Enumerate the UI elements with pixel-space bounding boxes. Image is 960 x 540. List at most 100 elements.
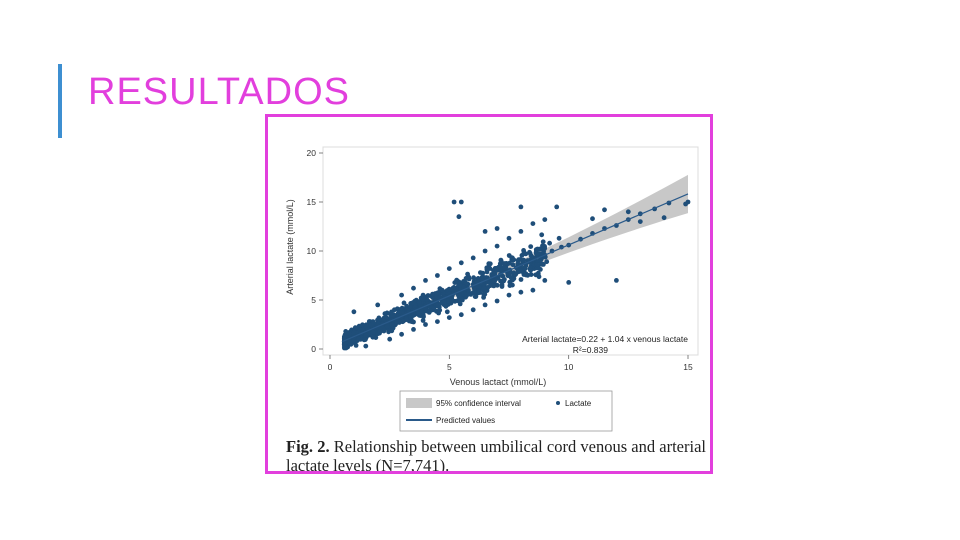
data-point	[458, 260, 464, 266]
data-point	[360, 322, 365, 328]
data-point	[356, 336, 361, 342]
data-point	[528, 267, 533, 273]
data-point	[590, 216, 595, 222]
data-point	[525, 272, 531, 278]
data-point	[435, 302, 440, 308]
data-point	[494, 243, 500, 249]
data-point	[494, 276, 500, 281]
data-point	[683, 201, 688, 207]
data-point	[518, 204, 524, 210]
legend-label-ci: 95% confidence interval	[436, 399, 521, 408]
data-point	[466, 287, 471, 293]
data-point	[602, 207, 607, 213]
data-point	[482, 248, 488, 254]
data-point	[487, 261, 493, 267]
figure-frame: 0 5 10 15 20 0 5 10 15 Arterial lactate (mmol/L)…	[265, 114, 713, 474]
data-point	[513, 271, 519, 277]
data-point	[362, 337, 368, 342]
scatter-chart: 0 5 10 15 20 0 5 10 15 Arterial lactate (mmol/L)…	[285, 146, 699, 432]
y-axis-label: Arterial lactate (mmol/L)	[285, 199, 295, 295]
x-tick-label: 15	[683, 362, 693, 372]
predicted-line	[341, 193, 689, 343]
data-point	[482, 302, 488, 308]
data-point	[521, 265, 527, 271]
data-point	[494, 298, 500, 304]
data-point	[508, 275, 514, 280]
data-point	[472, 286, 477, 292]
data-point	[501, 278, 506, 284]
data-point	[481, 285, 487, 291]
data-point	[534, 262, 540, 268]
title-accent-bar	[58, 64, 62, 138]
data-point	[363, 343, 369, 349]
data-point	[519, 253, 525, 258]
data-point	[478, 270, 483, 275]
data-point	[348, 341, 354, 347]
legend-label-lactate: Lactate	[565, 399, 592, 408]
data-point	[410, 300, 416, 306]
data-point	[421, 314, 426, 320]
data-point	[389, 322, 395, 327]
data-point	[475, 283, 481, 289]
data-point	[409, 319, 414, 324]
data-point	[539, 232, 545, 238]
data-point	[446, 315, 452, 320]
data-point	[451, 199, 457, 205]
data-point	[458, 199, 464, 205]
data-point	[411, 327, 416, 332]
data-point	[442, 299, 447, 305]
data-point	[470, 255, 476, 261]
data-point	[396, 320, 402, 325]
data-point	[482, 229, 488, 234]
data-point	[475, 276, 481, 281]
data-point	[444, 309, 450, 315]
figure-caption: Fig. 2. Relationship between umbilical c…	[286, 437, 706, 471]
data-point	[373, 335, 379, 340]
data-point	[341, 341, 347, 347]
data-point	[446, 266, 452, 271]
data-point	[502, 265, 507, 271]
data-point	[518, 269, 524, 274]
data-point	[353, 343, 359, 348]
data-point	[506, 271, 512, 276]
data-point	[399, 292, 404, 298]
data-point	[375, 302, 381, 308]
data-point	[517, 257, 523, 262]
data-point	[511, 257, 517, 263]
caption-label: Fig. 2.	[286, 437, 330, 456]
data-point	[494, 267, 499, 272]
data-point	[521, 248, 526, 253]
data-point	[439, 287, 445, 293]
data-point	[351, 309, 357, 315]
data-point	[566, 280, 572, 285]
data-point	[507, 260, 512, 266]
data-point	[363, 332, 369, 338]
data-point	[458, 312, 464, 318]
data-point	[415, 311, 421, 317]
data-point	[530, 221, 536, 226]
data-point	[404, 303, 409, 309]
data-point	[463, 276, 469, 281]
data-point	[377, 329, 383, 334]
data-point	[420, 318, 426, 323]
data-point	[506, 292, 512, 298]
data-point	[540, 262, 545, 267]
data-point	[625, 209, 631, 215]
data-point	[501, 261, 507, 267]
data-point	[465, 271, 470, 277]
data-point	[419, 308, 424, 314]
data-point	[542, 217, 548, 222]
data-point	[454, 280, 459, 285]
data-point	[547, 240, 552, 246]
data-point	[614, 278, 619, 283]
data-point	[481, 281, 487, 287]
data-point	[540, 239, 546, 245]
data-point	[399, 331, 404, 337]
data-point	[542, 278, 548, 283]
data-point	[456, 214, 462, 220]
data-point	[435, 319, 440, 324]
data-point	[494, 226, 500, 231]
data-point	[507, 279, 513, 285]
legend-swatch-lactate	[556, 401, 560, 405]
data-point	[383, 315, 389, 320]
